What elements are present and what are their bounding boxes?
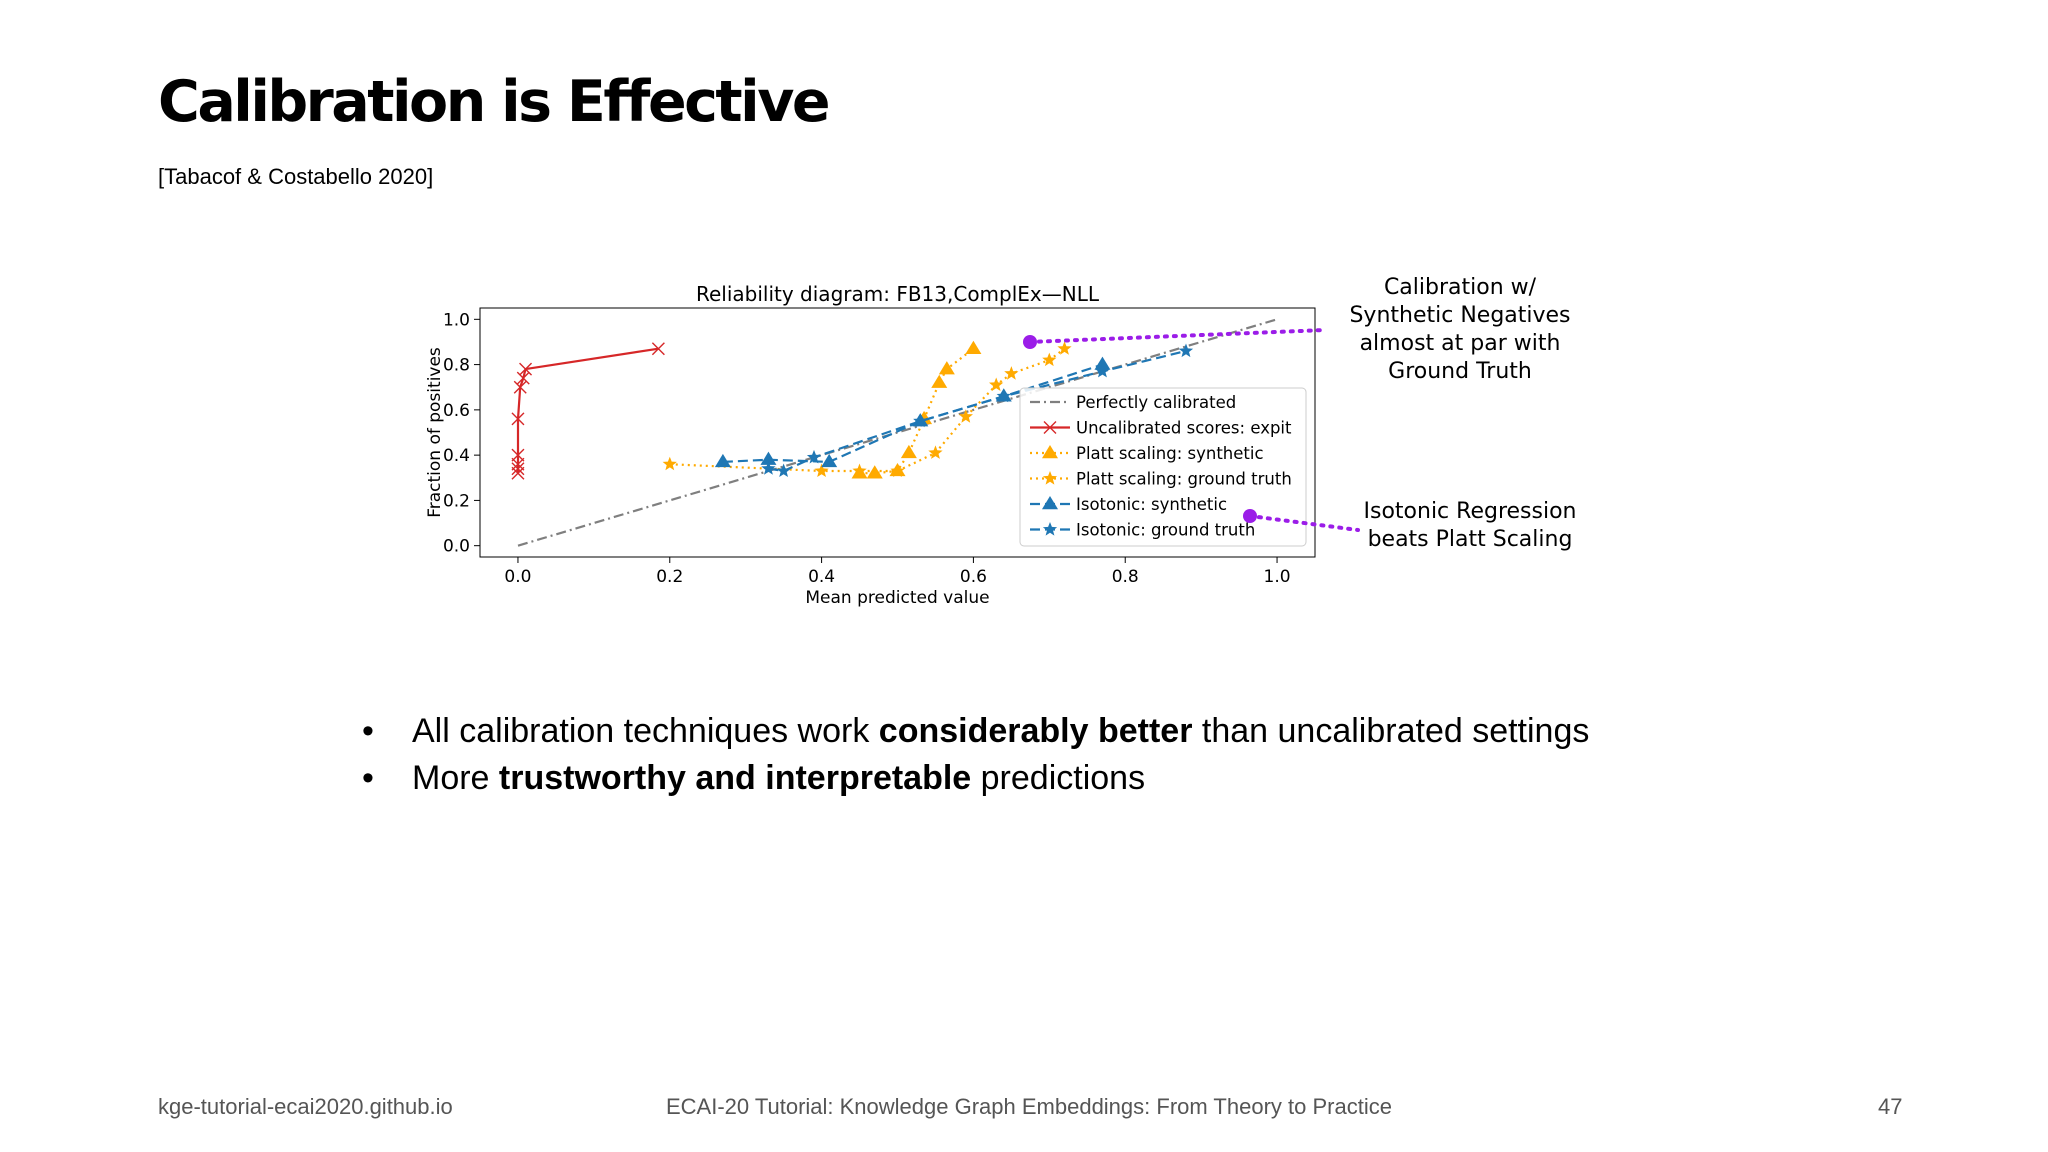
footer-url: kge-tutorial-ecai2020.github.io: [158, 1094, 453, 1119]
footer-title: ECAI-20 Tutorial: Knowledge Graph Embedd…: [666, 1094, 1392, 1119]
callout-isotonic: Isotonic Regression beats Platt Scaling: [1320, 498, 1620, 554]
legend-label: Isotonic: ground truth: [1076, 521, 1255, 540]
data-point: [511, 457, 525, 471]
y-tick-label: 0.2: [443, 491, 470, 511]
data-point: [714, 453, 731, 468]
page-number: 47: [1878, 1094, 1903, 1119]
data-point: [996, 388, 1011, 403]
x-tick-label: 1.0: [1264, 567, 1291, 587]
legend-marker: [1043, 421, 1057, 434]
data-point: [958, 409, 973, 423]
data-point: [651, 342, 665, 356]
data-point: [938, 361, 955, 375]
callout-dot-top: [1023, 335, 1037, 349]
legend-marker: [1042, 471, 1058, 485]
data-point: [928, 445, 943, 459]
data-point: [1094, 356, 1111, 370]
data-point: [1004, 366, 1019, 380]
y-tick-label: 1.0: [443, 310, 470, 330]
series-line: [516, 347, 659, 474]
series-line: [517, 318, 1278, 547]
y-tick-label: 0.4: [443, 446, 470, 466]
legend-marker: [1042, 445, 1058, 459]
callout-line: beats Platt Scaling: [1367, 527, 1573, 552]
callout-pointer-bottom: [1248, 514, 1360, 532]
series-line: [669, 347, 1066, 473]
data-point: [806, 449, 822, 464]
callout-line: Calibration w/: [1383, 275, 1537, 300]
data-point: [965, 340, 982, 354]
bullet-bold-text: considerably better: [878, 712, 1193, 750]
x-tick-label: 0.8: [1112, 567, 1139, 587]
bullet-list: All calibration techniques work consider…: [362, 708, 1589, 802]
legend-marker: [1042, 496, 1058, 510]
data-point: [513, 380, 527, 394]
callout-line: Ground Truth: [1388, 359, 1532, 384]
data-point: [516, 371, 530, 385]
bullet-bold-text: trustworthy and interpretable: [498, 759, 972, 797]
data-point: [519, 362, 533, 376]
x-axis-label: Mean predicted value: [805, 588, 989, 608]
bullet-item: More trustworthy and interpretable predi…: [362, 755, 1589, 802]
data-point: [776, 463, 791, 477]
series-line: [722, 363, 1103, 464]
citation: [Tabacof & Costabello 2020]: [158, 164, 434, 189]
y-tick-label: 0.0: [443, 537, 470, 557]
chart-title: Reliability diagram: FB13,ComplEx—NLL: [696, 282, 1100, 306]
callout-line: almost at par with: [1359, 331, 1561, 356]
slide-title: Calibration is Effective: [158, 69, 831, 135]
legend-label: Uncalibrated scores: expit: [1076, 419, 1292, 438]
legend-label: Platt scaling: synthetic: [1076, 444, 1264, 463]
legend-label: Platt scaling: ground truth: [1076, 470, 1292, 489]
callout-pointer-top: [1028, 328, 1327, 344]
bullet-item: All calibration techniques work consider…: [362, 708, 1589, 755]
plot-frame: [479, 307, 1316, 558]
y-tick-label: 0.6: [443, 401, 470, 421]
y-tick-label: 0.8: [443, 356, 470, 376]
data-point: [662, 456, 677, 471]
data-point: [821, 453, 838, 468]
x-tick-label: 0.4: [808, 567, 835, 587]
data-point: [1178, 343, 1194, 358]
bullet-text: All calibration techniques work: [412, 712, 879, 750]
data-point: [511, 466, 525, 480]
data-point: [760, 451, 777, 465]
callout-dot-bottom: [1243, 509, 1257, 523]
data-point: [989, 377, 1004, 391]
callout-line: Synthetic Negatives: [1349, 303, 1571, 328]
bullet-text: More: [412, 759, 499, 797]
legend-box: [1019, 387, 1307, 547]
data-point: [1057, 341, 1072, 355]
x-tick-label: 0.0: [504, 567, 531, 587]
data-point: [511, 448, 525, 462]
data-point: [1095, 363, 1110, 378]
legend-label: Perfectly calibrated: [1076, 393, 1236, 412]
data-point: [931, 374, 948, 388]
bullet-text: predictions: [971, 759, 1146, 797]
data-point: [761, 461, 776, 475]
data-point: [852, 463, 867, 477]
data-point: [814, 463, 829, 477]
data-point: [1042, 352, 1057, 367]
x-tick-label: 0.2: [656, 567, 683, 587]
data-point: [900, 444, 917, 459]
callout-synthetic-negatives: Calibration w/ Synthetic Negatives almos…: [1290, 274, 1630, 386]
bullet-text: than uncalibrated settings: [1192, 712, 1590, 750]
data-point: [913, 413, 928, 428]
data-point: [511, 462, 525, 476]
data-point: [890, 463, 905, 477]
x-tick-label: 0.6: [960, 567, 987, 587]
callout-line: Isotonic Regression: [1363, 499, 1577, 524]
legend-label: Isotonic: synthetic: [1076, 495, 1227, 514]
y-axis-label: Fraction of positives: [425, 347, 445, 518]
data-point: [511, 412, 525, 426]
legend-marker: [1042, 522, 1058, 536]
